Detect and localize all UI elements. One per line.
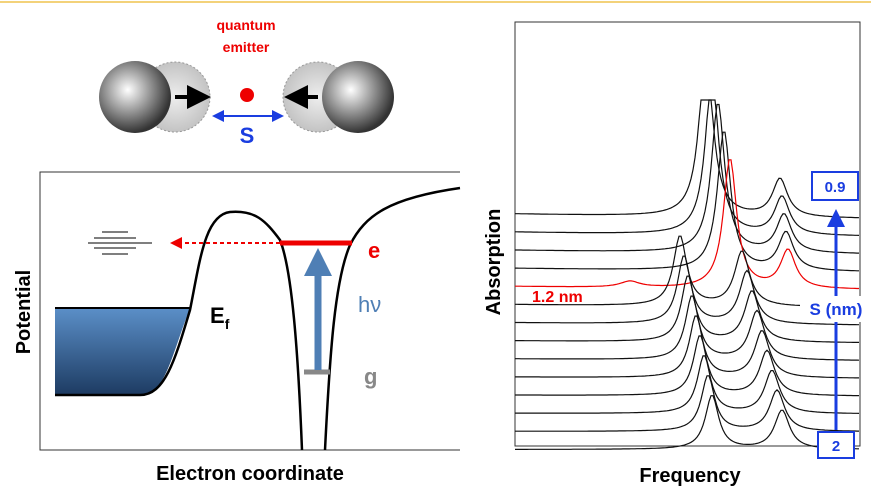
label: Ef xyxy=(210,303,230,332)
label: e xyxy=(368,238,380,263)
label: S (nm) xyxy=(810,300,863,319)
axis-label: Potential xyxy=(13,270,35,354)
spectrum xyxy=(515,255,859,326)
axis-label: Frequency xyxy=(639,465,741,487)
emitter-dot xyxy=(240,88,254,102)
spectrum xyxy=(515,159,859,290)
spectrum xyxy=(515,295,860,361)
label-bg xyxy=(800,296,870,322)
spectrum xyxy=(515,355,860,414)
frame xyxy=(514,21,861,447)
label: hν xyxy=(358,292,381,317)
label: 1.2 nm xyxy=(532,289,583,306)
spectrum xyxy=(515,395,859,450)
spectrum xyxy=(515,103,859,254)
spectrum xyxy=(515,99,860,236)
spectra xyxy=(515,99,860,450)
label: S xyxy=(240,123,255,148)
spectrum xyxy=(515,99,860,219)
frame xyxy=(39,171,460,451)
label: emitter xyxy=(223,39,270,55)
axis-label: Electron coordinate xyxy=(156,463,344,485)
label: 0.9 xyxy=(825,179,846,196)
sphere xyxy=(322,61,394,133)
label: quantum xyxy=(216,17,275,33)
label-box xyxy=(817,431,855,459)
electron-sea xyxy=(55,308,190,395)
axis-label: Absorption xyxy=(483,209,505,316)
spectrum xyxy=(515,315,859,379)
label: g xyxy=(364,364,377,389)
spectrum xyxy=(515,335,859,397)
spectrum xyxy=(515,375,859,432)
label: 2 xyxy=(832,438,840,455)
levels xyxy=(88,231,152,255)
sphere xyxy=(99,61,171,133)
label-box xyxy=(811,171,859,201)
spectrum xyxy=(515,275,859,343)
